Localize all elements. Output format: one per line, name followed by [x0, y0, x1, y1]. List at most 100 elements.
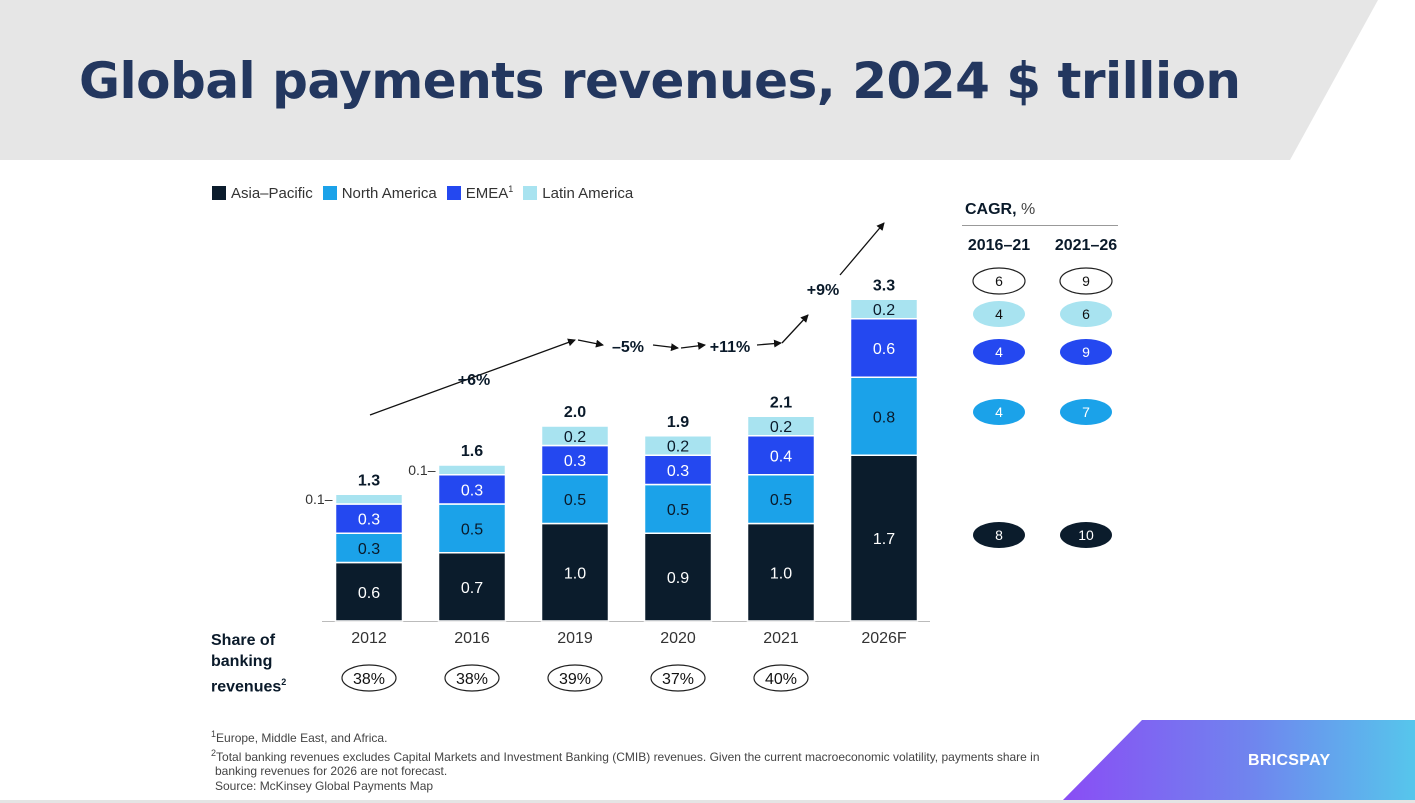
bar-segment-north-america	[746, 474, 816, 525]
growth-arrow-2019-2020-b	[652, 343, 679, 352]
legend-swatch-asia-pacific	[212, 186, 226, 200]
cagr-period-header: 2021–26	[1055, 237, 1117, 254]
source-note: Source: McKinsey Global Payments Map	[215, 778, 434, 793]
share-badge-outline	[341, 664, 397, 692]
segment-label-emea: 0.3	[358, 512, 380, 529]
share-badge-value: 38%	[353, 671, 385, 688]
brand-banner	[1060, 720, 1415, 803]
cagr-title: CAGR, %	[965, 201, 1035, 218]
x-tick-label: 2012	[351, 630, 387, 647]
share-badge-value: 40%	[765, 671, 797, 688]
footnote-1: 1Europe, Middle East, and Africa.	[211, 729, 388, 745]
chart-legend: Asia–Pacific North America EMEA1 Latin A…	[212, 184, 633, 202]
growth-label: +11%	[710, 339, 750, 356]
segment-label-emea: 0.4	[770, 448, 792, 465]
segment-label-emea: 0.3	[667, 463, 689, 480]
bar-segment-north-america	[849, 376, 919, 456]
bar-segment-latin-america	[540, 425, 610, 447]
cagr-badge-north-america	[973, 399, 1025, 425]
bar-segment-north-america	[643, 483, 713, 534]
share-of-banking-label: Share of banking revenues2	[211, 632, 287, 696]
legend-label-emea: EMEA1	[465, 184, 514, 202]
legend-swatch-latin-america	[523, 186, 538, 200]
segment-label-latin-america: 0.1–	[305, 491, 332, 507]
segment-label-north-america: 0.3	[358, 541, 380, 558]
share-badge-outline	[753, 664, 809, 692]
cagr-badge-latin-america	[1060, 301, 1112, 327]
cagr-badge-total	[972, 267, 1026, 295]
bar-segment-emea	[746, 435, 816, 476]
legend-label-asia-pacific: Asia–Pacific	[231, 184, 313, 202]
bar-segment-emea	[437, 474, 507, 505]
x-tick-label: 2019	[557, 630, 593, 647]
legend-label-latin-america: Latin America	[542, 184, 634, 202]
x-tick-label: 2026F	[861, 630, 907, 647]
cagr-value-latin-america: 6	[1082, 306, 1090, 322]
footnote-2: 2Total banking revenues excludes Capital…	[211, 747, 1040, 764]
legend-swatch-emea	[446, 186, 461, 200]
growth-arrow-2020-2021-a	[680, 341, 706, 350]
bar-total-label: 1.6	[461, 443, 483, 460]
x-tick-label: 2016	[454, 630, 490, 647]
x-tick-label: 2020	[660, 630, 696, 647]
segment-label-north-america: 0.5	[770, 492, 792, 509]
bar-segment-asia-pacific	[746, 522, 816, 622]
segment-label-latin-america: 0.2	[873, 302, 895, 319]
bar-segment-asia-pacific	[540, 522, 610, 622]
brand-banner-shape	[1060, 720, 1415, 803]
segment-label-asia-pacific: 0.6	[358, 585, 380, 602]
cagr-value-total: 9	[1082, 273, 1090, 289]
bar-total-label: 1.3	[358, 472, 380, 489]
growth-arrow-2021-2026-b	[839, 222, 885, 276]
bar-segment-north-america	[437, 503, 507, 554]
growth-arrow-2020-2021-b	[756, 339, 782, 348]
growth-arrow-2021-2026-a	[781, 314, 809, 344]
cagr-value-north-america: 7	[1082, 404, 1090, 420]
segment-label-north-america: 0.5	[461, 521, 483, 538]
share-badge-value: 39%	[559, 671, 591, 688]
growth-label: +6%	[458, 372, 490, 389]
bar-segment-asia-pacific	[437, 552, 507, 622]
cagr-value-total: 6	[995, 273, 1003, 289]
bar-total-label: 3.3	[873, 277, 895, 294]
stacked-bar-chart: 0.6 0.3 0.3 0.1– 1.3 2012 38% 0.7 0.5 0.3 0.1– 1.6 2…	[305, 201, 1118, 692]
segment-label-north-america: 0.8	[873, 409, 895, 426]
share-badge-value: 37%	[662, 671, 694, 688]
share-badge-outline	[650, 664, 706, 692]
cagr-value-north-america: 4	[995, 404, 1003, 420]
segment-label-latin-america: 0.2	[770, 419, 792, 436]
footnotes: 1Europe, Middle East, and Africa. 2Total…	[211, 727, 1111, 793]
cagr-badge-asia-pacific	[1060, 522, 1112, 548]
bar-total-label: 1.9	[667, 414, 689, 431]
legend-item-latin-america: Latin America	[523, 184, 633, 202]
segment-label-north-america: 0.5	[564, 492, 586, 509]
cagr-value-latin-america: 4	[995, 306, 1003, 322]
growth-arrow-2019-2020-a	[577, 339, 604, 348]
growth-arrow-2012-2019	[369, 338, 576, 416]
bar-total-label: 2.0	[564, 404, 586, 421]
growth-label: +9%	[807, 282, 839, 299]
segment-label-asia-pacific: 1.7	[873, 531, 895, 548]
growth-label: –5%	[612, 339, 644, 356]
share-badge-outline	[444, 664, 500, 692]
legend-item-asia-pacific: Asia–Pacific	[212, 184, 313, 202]
x-tick-label: 2021	[763, 630, 799, 647]
bar-segment-latin-america	[746, 415, 816, 437]
cagr-value-emea: 4	[995, 344, 1003, 360]
cagr-value-emea: 9	[1082, 344, 1090, 360]
cagr-badge-total	[1059, 267, 1113, 295]
legend-item-emea: EMEA1	[446, 184, 514, 202]
cagr-badge-emea	[1060, 339, 1112, 365]
share-badge-outline	[547, 664, 603, 692]
cagr-badge-latin-america	[973, 301, 1025, 327]
legend-label-north-america: North America	[341, 184, 437, 202]
bottom-divider	[0, 800, 1415, 803]
cagr-badge-emea	[973, 339, 1025, 365]
segment-label-emea: 0.3	[461, 482, 483, 499]
cagr-badge-north-america	[1060, 399, 1112, 425]
bar-segment-emea	[849, 318, 919, 378]
bar-segment-north-america	[334, 532, 404, 564]
segment-label-emea: 0.6	[873, 341, 895, 358]
segment-label-latin-america: 0.1–	[408, 462, 435, 478]
cagr-value-asia-pacific: 10	[1078, 527, 1094, 543]
